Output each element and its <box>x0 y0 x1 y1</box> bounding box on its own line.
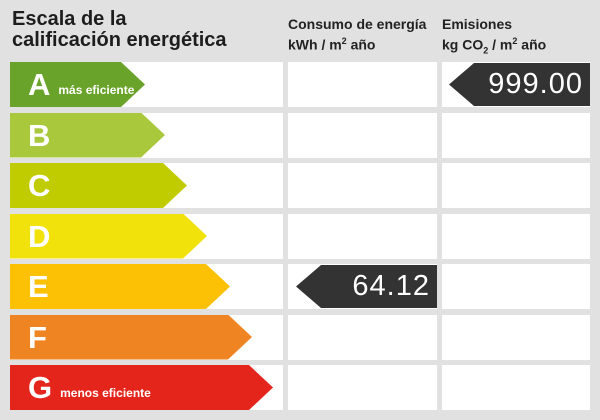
rating-arrow-c: C <box>10 163 187 208</box>
rating-letter-d: D <box>28 218 51 254</box>
rating-row-b: B <box>0 112 600 158</box>
emisiones-header-units: kg CO2 / m2 año <box>442 36 547 56</box>
rating-tag-g: menos eficiente <box>60 385 151 400</box>
emisiones-header-title: Emisiones <box>442 16 513 32</box>
consumo-header-units: kWh / m2 año <box>288 36 376 53</box>
consumo-cell-d <box>288 213 437 259</box>
emisiones-cell-c <box>442 163 590 208</box>
rating-arrow-f: F <box>10 315 252 360</box>
rating-letter-e: E <box>28 269 49 304</box>
consumo-header-title: Consumo de energía <box>288 16 427 32</box>
consumo-cell-c <box>288 163 437 208</box>
scale-cell-e: E <box>10 264 283 309</box>
emisiones-cell-e <box>442 264 590 309</box>
rating-row-d: D <box>0 213 600 259</box>
column-header-consumo: Consumo de energía kWh / m2 año <box>288 16 426 54</box>
rating-letter-c: C <box>28 168 51 203</box>
page-title-line1: Escala de la <box>12 8 127 30</box>
page-title-line2: calificación energética <box>12 29 227 51</box>
consumo-cell-a <box>288 62 437 107</box>
emisiones-cell-g <box>442 365 590 410</box>
rating-row-e: E 64.12 <box>0 264 600 309</box>
rating-tag-a: más eficiente <box>58 82 135 97</box>
scale-cell-f: F <box>10 314 283 360</box>
emisiones-cell-d <box>442 213 590 259</box>
consumo-cell-f <box>288 314 437 360</box>
rating-letter-g: G <box>28 370 53 405</box>
scale-cell-b: B <box>10 112 283 158</box>
consumo-cell-b <box>288 112 437 158</box>
page-title: Escala de la calificación energética <box>12 9 227 51</box>
column-header-emisiones: Emisiones kg CO2 / m2 año <box>442 16 546 59</box>
consumo-cell-e: 64.12 <box>288 264 437 309</box>
scale-cell-d: D <box>10 213 283 259</box>
rating-letter-f: F <box>28 319 47 355</box>
emisiones-value-pointer: 999.00 <box>449 63 590 106</box>
emisiones-cell-b <box>442 112 590 158</box>
rating-arrow-b: B <box>10 113 165 158</box>
rating-letter-a: A <box>28 67 51 102</box>
rating-row-c: C <box>0 163 600 208</box>
rating-arrow-d: D <box>10 214 207 259</box>
emisiones-cell-a: 999.00 <box>442 62 590 107</box>
rating-row-f: F <box>0 314 600 360</box>
rating-arrow-e: E <box>10 264 230 309</box>
consumo-value-pointer: 64.12 <box>296 265 437 308</box>
rating-letter-b: B <box>28 117 51 153</box>
consumo-cell-g <box>288 365 437 410</box>
scale-cell-c: C <box>10 163 283 208</box>
emisiones-cell-f <box>442 314 590 360</box>
